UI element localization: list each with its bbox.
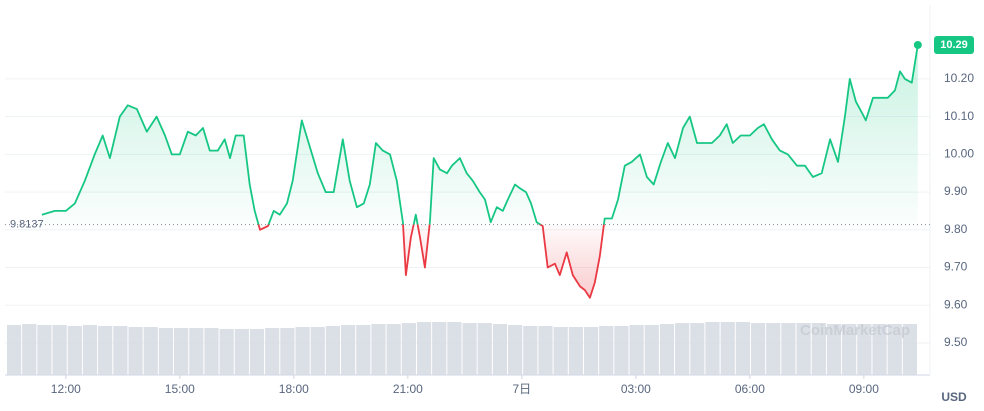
volume-bar [659, 324, 675, 375]
volume-bar [492, 324, 508, 375]
price-line [41, 44, 919, 299]
volume-bar [690, 323, 705, 375]
area-up [41, 45, 918, 225]
volume-bar [477, 323, 492, 375]
volume-bar [310, 327, 325, 375]
volume-bar [553, 327, 568, 375]
volume-bar [568, 327, 583, 375]
volume-bar [583, 327, 599, 375]
volume-bar [523, 326, 538, 375]
y-tick-label: 9.90 [944, 184, 968, 198]
volume-bar [538, 326, 553, 375]
volume-bar [22, 324, 37, 375]
volume-bar [128, 327, 143, 375]
volume-bar [52, 325, 67, 375]
x-tick-label: 12:00 [51, 382, 81, 396]
volume-bar [902, 324, 917, 375]
y-tick-label: 10.20 [944, 71, 974, 85]
currency-label: USD [941, 390, 967, 404]
volume-bar [204, 328, 219, 375]
volume-bar [750, 323, 766, 375]
volume-bar [113, 326, 128, 375]
volume-bar [447, 322, 462, 375]
volume-bar [781, 323, 796, 375]
x-tick-label: 15:00 [165, 382, 195, 396]
y-tick-label: 9.50 [944, 335, 968, 349]
volume-bar [280, 328, 295, 375]
volume-bar [7, 325, 22, 375]
volume-bar [644, 325, 659, 375]
volume-bar [629, 325, 644, 375]
volume-bar [826, 324, 842, 375]
volume-bar [174, 328, 189, 375]
y-tick-label: 10.10 [944, 109, 974, 123]
volume-bar [249, 329, 265, 375]
x-tick-label: 09:00 [849, 382, 879, 396]
volume-bar [341, 325, 356, 375]
baseline-label: 9.8137 [10, 219, 44, 231]
volume-bar [462, 323, 477, 375]
volume-bar [265, 328, 280, 375]
volume-bar [872, 324, 887, 375]
volume-bar [158, 328, 174, 375]
last-price-label: 10.29 [940, 39, 968, 51]
volume-bar [735, 322, 750, 375]
volume-bar [887, 324, 902, 375]
volume-bar [143, 327, 158, 375]
volume-bar [234, 329, 249, 375]
watermark: CoinMarketCap [800, 322, 910, 339]
volume-bar [416, 322, 432, 375]
volume-bar [371, 324, 386, 375]
volume-bar [219, 329, 234, 375]
volume-bar [811, 323, 826, 375]
volume-bar [675, 323, 690, 375]
volume-bar [37, 325, 52, 375]
x-tick-label: 03:00 [621, 382, 651, 396]
volume-bar [432, 322, 447, 375]
volume-bar [766, 323, 781, 375]
volume-bar [857, 324, 872, 375]
volume-bar [508, 325, 523, 375]
volume-bar [386, 324, 401, 375]
volume-bar [67, 326, 82, 375]
volume-bar [82, 325, 98, 375]
volume-bar [189, 328, 204, 375]
volume-bar [295, 327, 310, 375]
y-tick-label: 10.00 [944, 147, 974, 161]
volume-bar [705, 322, 720, 375]
y-tick-label: 9.70 [944, 260, 968, 274]
y-tick-label: 9.80 [944, 222, 968, 236]
volume-bar [599, 326, 614, 375]
x-tick-label: 21:00 [393, 382, 423, 396]
last-point [913, 40, 922, 49]
volume-bar [401, 323, 416, 375]
last-price-box [934, 35, 974, 54]
volume-bar [842, 324, 857, 375]
x-tick-label: 18:00 [279, 382, 309, 396]
volume-bar [356, 325, 371, 375]
y-tick-label: 9.60 [944, 297, 968, 311]
volume-bar [98, 326, 113, 375]
volume-bar [720, 322, 735, 375]
volume-bar [614, 326, 629, 375]
x-tick-label: 06:00 [735, 382, 765, 396]
x-tick-label: 7日 [513, 382, 532, 396]
volume-bar [796, 323, 811, 375]
volume-bar [325, 326, 341, 375]
